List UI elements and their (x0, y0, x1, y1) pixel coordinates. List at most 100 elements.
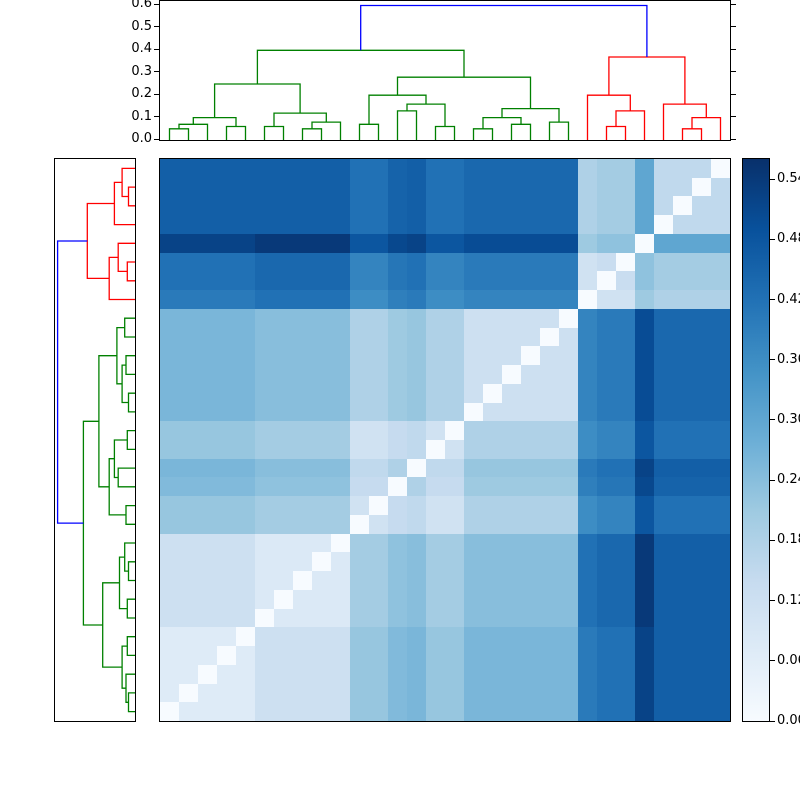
heatmap-cell (616, 383, 635, 403)
heatmap-cell (198, 589, 217, 609)
heatmap-cell (426, 514, 445, 534)
colorbar-gradient (743, 159, 769, 721)
heatmap-cell (540, 458, 559, 478)
heatmap-cell (274, 421, 293, 440)
heatmap-cell (255, 327, 274, 347)
heatmap-cell (312, 196, 331, 216)
heatmap-cell (521, 196, 540, 216)
heatmap-cell (198, 552, 217, 572)
heatmap-cell (236, 627, 255, 647)
heatmap-cell (407, 365, 426, 384)
heatmap-cell (654, 477, 673, 497)
heatmap-cell (521, 159, 540, 178)
heatmap-cell (331, 327, 350, 347)
heatmap-cell (635, 327, 654, 347)
heatmap-cell (236, 365, 255, 384)
heatmap-cell (502, 702, 521, 721)
heatmap-cell (236, 683, 255, 703)
heatmap-cell (521, 290, 540, 309)
heatmap-cell (369, 514, 388, 534)
heatmap-cell (445, 159, 464, 178)
heatmap-cell (540, 702, 559, 721)
heatmap-cell (673, 346, 692, 366)
heatmap-cell (578, 215, 597, 234)
colorbar-tick-label: 0.12 (777, 592, 800, 608)
heatmap-cell (217, 608, 236, 628)
heatmap-cell (597, 196, 616, 216)
dendrogram-link (113, 181, 135, 226)
heatmap-cell (597, 514, 616, 534)
heatmap-cell (597, 702, 616, 721)
heatmap-cell (673, 233, 692, 253)
dendrogram-link (548, 121, 570, 140)
heatmap-cell (274, 552, 293, 572)
top-axis-tickmark (731, 26, 736, 28)
heatmap-cell (160, 627, 179, 647)
heatmap-cell (407, 159, 426, 178)
heatmap-cell (673, 608, 692, 628)
heatmap-cell (559, 383, 578, 403)
heatmap-cell (540, 496, 559, 515)
heatmap-cell (616, 477, 635, 497)
heatmap-cell (331, 440, 350, 459)
top-axis-tickmark (731, 138, 736, 140)
heatmap-cell (540, 327, 559, 347)
heatmap-cell (312, 683, 331, 703)
heatmap-cell (255, 440, 274, 459)
heatmap-cell (597, 233, 616, 253)
heatmap-cell (179, 627, 198, 647)
dendrogram-link (125, 504, 135, 525)
heatmap-cell (407, 533, 426, 553)
heatmap-cell (426, 458, 445, 478)
heatmap-cell (521, 383, 540, 403)
heatmap-cell (673, 458, 692, 478)
heatmap-cell (369, 533, 388, 553)
heatmap-cell (445, 702, 464, 721)
heatmap-cell (445, 252, 464, 272)
heatmap-cell (673, 702, 692, 721)
heatmap-cell (540, 683, 559, 703)
heatmap-cell (654, 552, 673, 572)
heatmap-cell (673, 383, 692, 403)
heatmap-cell (464, 533, 483, 553)
heatmap-cell (502, 383, 521, 403)
heatmap-cell (312, 533, 331, 553)
heatmap-cell (255, 608, 274, 628)
heatmap-cell (426, 552, 445, 572)
top-axis-tick-label: 0.5 (131, 18, 152, 34)
heatmap-cell (521, 702, 540, 721)
heatmap-cell (407, 252, 426, 272)
heatmap-cell (445, 683, 464, 703)
dendrogram-link (510, 123, 532, 140)
heatmap-cell (160, 233, 179, 253)
heatmap-cell (692, 346, 711, 366)
heatmap-cell (540, 664, 559, 684)
heatmap-cell (293, 290, 312, 309)
colorbar-tick-label: 0.48 (777, 231, 800, 247)
heatmap-cell (160, 496, 179, 515)
heatmap-cell (198, 159, 217, 178)
heatmap-cell (217, 477, 236, 497)
heatmap-cell (160, 552, 179, 572)
heatmap-cell (711, 177, 730, 197)
heatmap-cell (407, 646, 426, 665)
heatmap-cell (616, 290, 635, 309)
heatmap-cell (312, 346, 331, 366)
heatmap-cell (331, 383, 350, 403)
heatmap-cell (274, 496, 293, 515)
heatmap-cell (445, 589, 464, 609)
heatmap-cell (654, 440, 673, 459)
heatmap-cell (350, 327, 369, 347)
heatmap-cell (236, 159, 255, 178)
heatmap-cell (369, 683, 388, 703)
dendrogram-link (434, 125, 456, 140)
dendrogram-link (482, 116, 522, 129)
heatmap-cell (160, 196, 179, 216)
dendrogram-link (501, 107, 560, 123)
heatmap-cell (426, 421, 445, 440)
heatmap-cell (312, 608, 331, 628)
heatmap-cell (692, 271, 711, 291)
heatmap-cell (654, 571, 673, 590)
heatmap-cell (559, 514, 578, 534)
heatmap-cell (274, 196, 293, 216)
